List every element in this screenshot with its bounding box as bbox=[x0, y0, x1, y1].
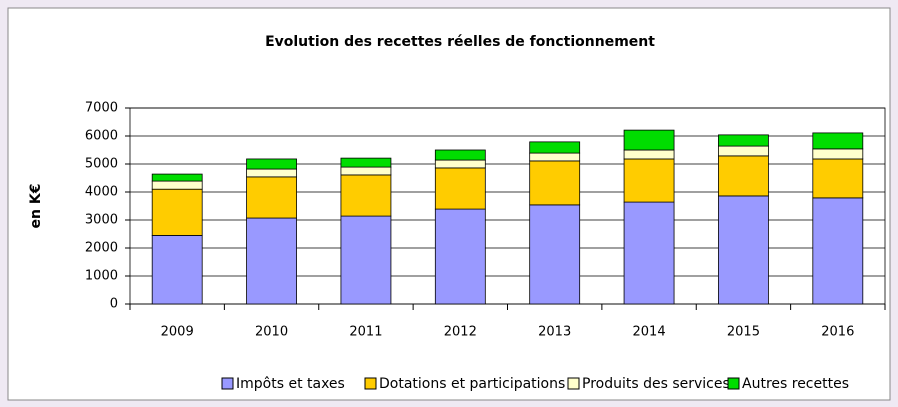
legend-text: Dotations et participations bbox=[379, 376, 565, 392]
bar-segment bbox=[151, 234, 203, 305]
bar-segment bbox=[623, 201, 675, 305]
bar-segment bbox=[529, 204, 581, 305]
bar-segment bbox=[812, 132, 864, 150]
x-tick-label: 2016 bbox=[821, 325, 854, 340]
bar-segment bbox=[623, 158, 675, 203]
bar-segment bbox=[718, 195, 769, 305]
y-tick-label: 3000 bbox=[85, 213, 118, 228]
bar-segment bbox=[340, 157, 392, 168]
x-tick-label: 2009 bbox=[161, 325, 194, 340]
bar-segment bbox=[434, 208, 486, 305]
bar-segment bbox=[151, 173, 203, 182]
y-tick-label: 2000 bbox=[85, 241, 118, 256]
y-axis-label: en K€ bbox=[28, 184, 44, 229]
bar-segment bbox=[529, 160, 581, 206]
x-tick-label: 2011 bbox=[349, 325, 382, 340]
y-tick-label: 7000 bbox=[85, 101, 118, 116]
bar-segment bbox=[246, 176, 297, 219]
legend-swatch bbox=[727, 377, 740, 390]
legend-text: Autres recettes bbox=[742, 376, 849, 392]
bar-segment bbox=[434, 159, 486, 169]
bar-segment bbox=[623, 149, 675, 160]
legend-text: Impôts et taxes bbox=[236, 376, 345, 392]
y-tick-label: 6000 bbox=[85, 129, 118, 144]
bar-segment bbox=[434, 167, 486, 210]
x-tick-label: 2012 bbox=[444, 325, 477, 340]
bar-segment bbox=[812, 197, 864, 305]
legend-swatch bbox=[221, 377, 234, 390]
legend-swatch bbox=[567, 377, 580, 390]
bar-segment bbox=[246, 158, 297, 170]
bar-segment bbox=[623, 129, 675, 151]
y-tick-label: 0 bbox=[110, 297, 118, 312]
bar-segment bbox=[340, 174, 392, 217]
bar-segment bbox=[340, 215, 392, 305]
bar-segment bbox=[246, 217, 297, 305]
bar-segment bbox=[529, 141, 581, 154]
bar-segment bbox=[718, 145, 769, 157]
bar-segment bbox=[151, 188, 203, 236]
bar-segment bbox=[434, 149, 486, 161]
y-tick-label: 5000 bbox=[85, 157, 118, 172]
bar-segment bbox=[529, 152, 581, 162]
x-tick-label: 2014 bbox=[633, 325, 666, 340]
x-tick-label: 2010 bbox=[255, 325, 288, 340]
bar-segment bbox=[812, 158, 864, 199]
bar-segment bbox=[340, 166, 392, 176]
y-tick-label: 1000 bbox=[85, 269, 118, 284]
x-tick-label: 2015 bbox=[727, 325, 760, 340]
legend-text: Produits des services bbox=[582, 376, 730, 392]
bar-segment bbox=[718, 155, 769, 197]
chart-title: Evolution des recettes réelles de foncti… bbox=[265, 34, 655, 50]
bar-segment bbox=[246, 168, 297, 178]
bar-segment bbox=[812, 148, 864, 160]
y-tick-label: 4000 bbox=[85, 185, 118, 200]
bar-segment bbox=[151, 180, 203, 190]
bar-segment bbox=[718, 134, 769, 147]
legend-swatch bbox=[364, 377, 377, 390]
x-tick-label: 2013 bbox=[538, 325, 571, 340]
